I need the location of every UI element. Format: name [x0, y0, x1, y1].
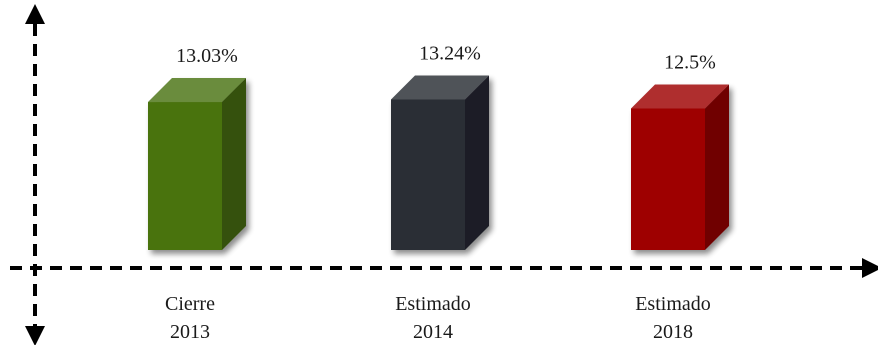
bar-side-face: [705, 84, 729, 250]
bar-top-face: [391, 75, 489, 100]
data-labels-group: 13.03% 13.24% 12.5%: [176, 42, 716, 73]
bar-front-face: [631, 108, 705, 250]
data-label: 12.5%: [664, 52, 716, 74]
bar-side-face: [465, 75, 489, 250]
bar-front-face: [148, 102, 222, 250]
bar-top-face: [631, 84, 729, 109]
category-label: Estimado 2018: [635, 293, 711, 343]
bar: [148, 78, 246, 250]
bar: [391, 75, 489, 250]
data-label: 13.03%: [176, 45, 238, 67]
bar-front-face: [391, 99, 465, 250]
bar-side-face: [222, 78, 246, 250]
bar: [631, 84, 729, 250]
data-label: 13.24%: [419, 42, 481, 64]
category-labels-group: Cierre 2013 Estimado 2014 Estimado 2018: [165, 293, 711, 343]
category-label: Cierre 2013: [165, 293, 215, 343]
bars-group: [148, 75, 729, 250]
bar-top-face: [148, 78, 246, 103]
category-label: Estimado 2014: [395, 293, 471, 343]
